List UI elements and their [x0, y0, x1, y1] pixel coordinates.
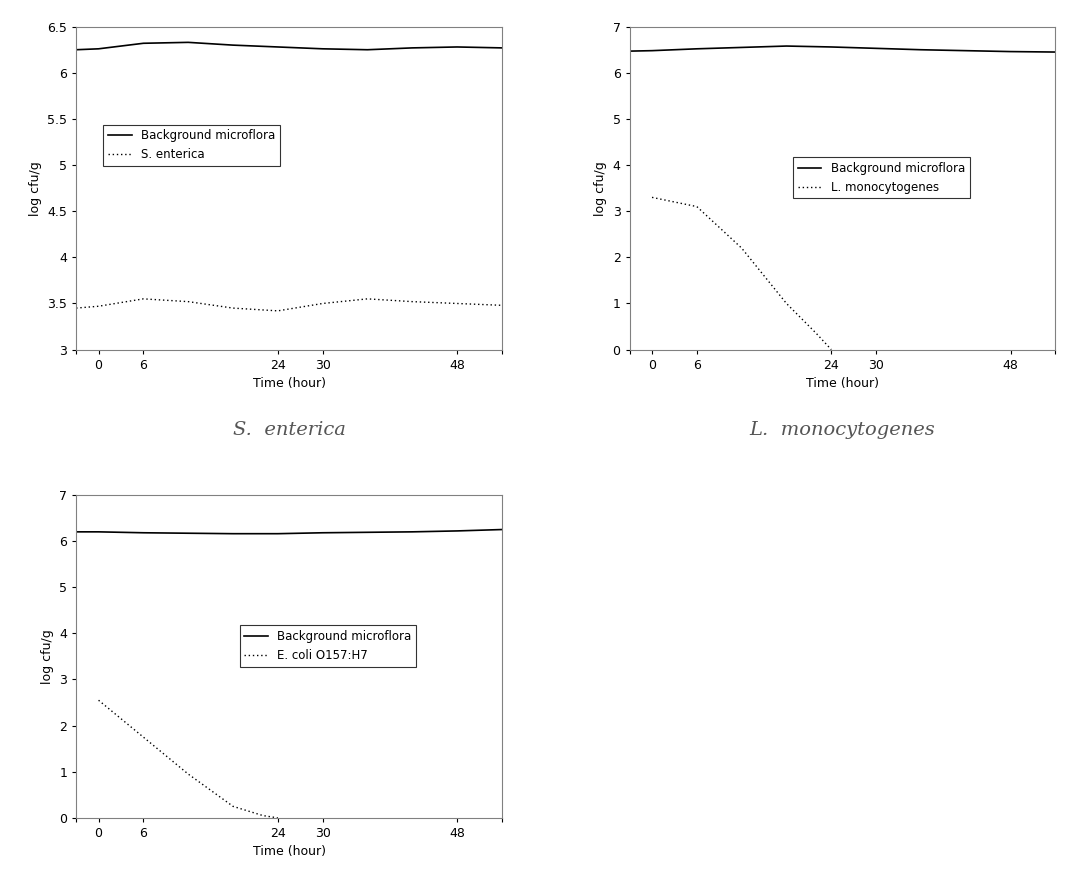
Y-axis label: log cfu/g: log cfu/g: [594, 161, 607, 215]
X-axis label: Time (hour): Time (hour): [252, 845, 325, 859]
Legend: Background microflora, L. monocytogenes: Background microflora, L. monocytogenes: [793, 157, 969, 198]
X-axis label: Time (hour): Time (hour): [252, 377, 325, 390]
Y-axis label: log cfu/g: log cfu/g: [40, 629, 53, 684]
Legend: Background microflora, E. coli O157:H7: Background microflora, E. coli O157:H7: [239, 625, 417, 667]
Y-axis label: log cfu/g: log cfu/g: [28, 161, 41, 215]
X-axis label: Time (hour): Time (hour): [806, 377, 879, 390]
Text: L.  monocytogenes: L. monocytogenes: [750, 420, 936, 438]
Legend: Background microflora, S. enterica: Background microflora, S. enterica: [103, 124, 280, 166]
Text: S.  enterica: S. enterica: [233, 420, 346, 438]
